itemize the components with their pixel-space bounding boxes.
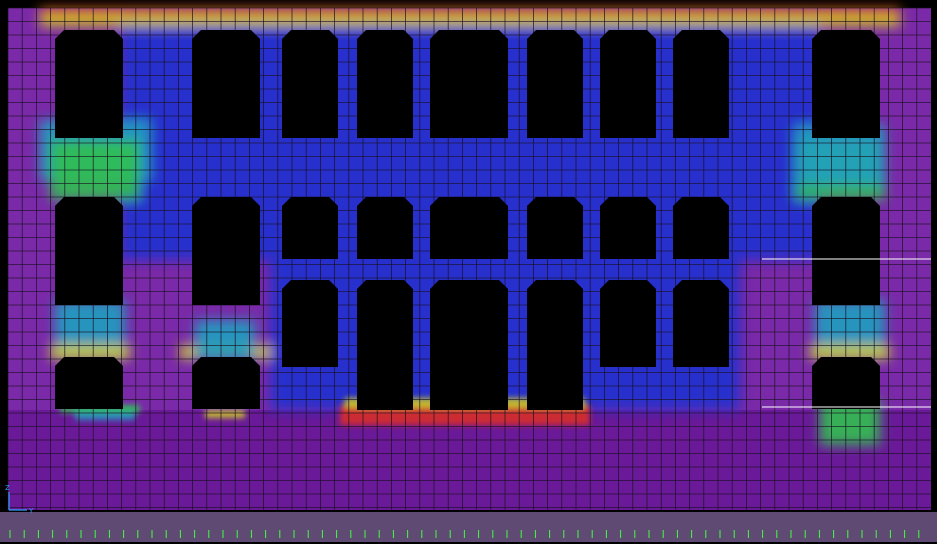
- window-opening: [673, 280, 729, 367]
- window-opening: [357, 280, 413, 410]
- window-opening: [430, 30, 508, 138]
- window-opening: [600, 197, 656, 259]
- window-opening: [282, 30, 338, 138]
- window-opening: [55, 197, 123, 305]
- window-opening: [192, 357, 260, 409]
- window-opening: [430, 280, 508, 410]
- window-opening: [55, 357, 123, 409]
- contour-edge: [205, 410, 245, 418]
- window-opening: [357, 197, 413, 259]
- foundation-strip: [0, 512, 937, 542]
- window-opening: [527, 197, 583, 259]
- axis-y-label: Y: [28, 507, 34, 515]
- contour-blob: [810, 345, 890, 359]
- window-opening: [527, 30, 583, 138]
- wall-openings: [55, 30, 880, 410]
- window-opening: [812, 197, 880, 305]
- support-tick-marks: [9, 530, 920, 538]
- window-opening: [812, 30, 880, 138]
- axis-triad: Z Y: [5, 484, 34, 515]
- window-opening: [357, 30, 413, 138]
- window-opening: [192, 30, 260, 138]
- contour-blob: [195, 320, 255, 360]
- contour-blob: [40, 14, 900, 26]
- window-opening: [430, 197, 508, 259]
- window-opening: [55, 30, 123, 138]
- window-opening: [282, 197, 338, 259]
- window-opening: [192, 197, 260, 305]
- axis-z-label: Z: [5, 484, 10, 492]
- window-opening: [673, 30, 729, 138]
- window-opening: [527, 280, 583, 410]
- window-opening: [600, 30, 656, 138]
- window-opening: [673, 197, 729, 259]
- window-opening: [812, 357, 880, 409]
- window-opening: [600, 280, 656, 367]
- window-opening: [282, 280, 338, 367]
- contour-blob: [50, 345, 130, 359]
